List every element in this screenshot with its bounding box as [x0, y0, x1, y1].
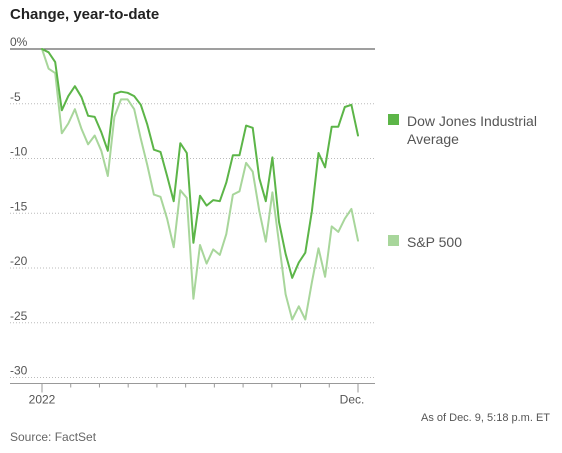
x-tick-label: 2022: [29, 393, 56, 407]
gridlines: [10, 103, 375, 378]
chart-title: Change, year-to-date: [10, 6, 159, 23]
y-tick-label: -5: [10, 90, 21, 104]
legend-label: S&P 500: [407, 234, 462, 250]
legend: Dow Jones Industrial Average S&P 500: [388, 113, 537, 250]
series-line: [41, 48, 359, 321]
y-tick-label: -30: [10, 364, 28, 378]
source-note: Source: FactSet: [10, 430, 97, 444]
y-tick-label: 0%: [10, 35, 28, 49]
timestamp-note: As of Dec. 9, 5:18 p.m. ET: [421, 412, 550, 424]
legend-label: Dow Jones Industrial Average: [407, 113, 537, 147]
legend-swatch: [388, 235, 399, 246]
legend-swatch: [388, 114, 399, 125]
y-tick-label: -25: [10, 309, 28, 323]
axes: 0% -5 -10 -15 -20 -25 -30 2022 Dec.: [10, 35, 375, 407]
x-tick-label: Dec.: [340, 393, 365, 407]
y-tick-label: -20: [10, 254, 28, 268]
y-tick-label: -15: [10, 199, 28, 213]
y-tick-label: -10: [10, 145, 28, 159]
series-lines: [41, 48, 359, 321]
series-line: [41, 48, 359, 279]
